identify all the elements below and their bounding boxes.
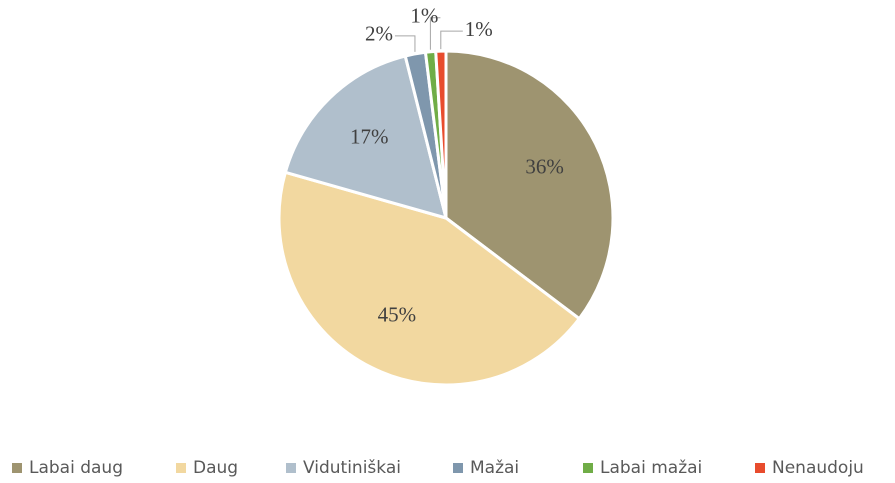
legend-label: Labai daug	[29, 458, 123, 478]
legend-swatch	[583, 463, 593, 473]
pie-slice	[434, 49, 448, 219]
leader-line	[429, 17, 441, 50]
data-label: 17%	[350, 125, 389, 149]
legend-swatch	[286, 463, 296, 473]
pie-slice	[283, 54, 449, 221]
data-label: 36%	[525, 155, 564, 179]
data-label: 2%	[365, 22, 393, 46]
pie-slice	[444, 49, 615, 321]
data-label: 45%	[378, 302, 417, 326]
leader-line	[394, 35, 416, 52]
legend-swatch	[176, 463, 186, 473]
legend-label: Mažai	[470, 458, 519, 478]
legend-swatch	[12, 463, 22, 473]
pie-slice	[277, 170, 582, 387]
legend-swatch	[755, 463, 765, 473]
legend-swatch	[453, 463, 463, 473]
legend-label: Daug	[193, 458, 238, 478]
leader-line	[440, 30, 463, 50]
data-label: 1%	[465, 17, 493, 41]
data-label: 1%	[410, 4, 438, 28]
legend-label: Vidutiniškai	[303, 458, 401, 478]
legend-label: Labai mažai	[600, 458, 702, 478]
legend-label: Nenaudoju	[772, 458, 864, 478]
